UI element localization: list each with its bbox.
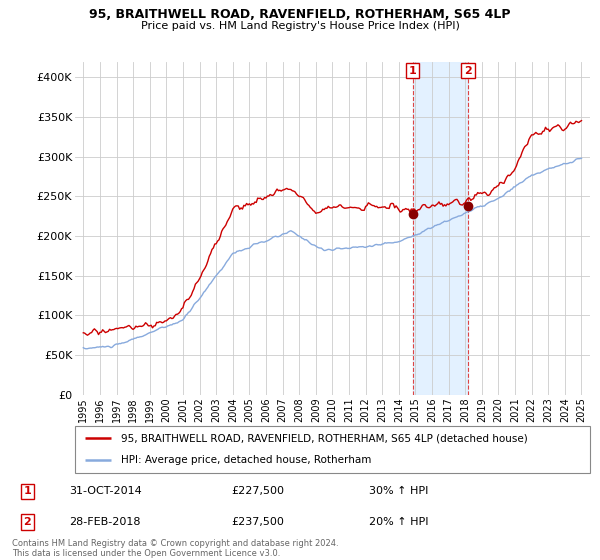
- Text: 30% ↑ HPI: 30% ↑ HPI: [369, 487, 428, 496]
- Text: 1: 1: [409, 66, 416, 76]
- Text: HPI: Average price, detached house, Rotherham: HPI: Average price, detached house, Roth…: [121, 455, 372, 465]
- Text: 95, BRAITHWELL ROAD, RAVENFIELD, ROTHERHAM, S65 4LP (detached house): 95, BRAITHWELL ROAD, RAVENFIELD, ROTHERH…: [121, 433, 528, 444]
- Text: 20% ↑ HPI: 20% ↑ HPI: [369, 517, 428, 527]
- Text: £227,500: £227,500: [231, 487, 284, 496]
- Text: 1: 1: [23, 487, 31, 496]
- Text: £237,500: £237,500: [231, 517, 284, 527]
- Text: 31-OCT-2014: 31-OCT-2014: [70, 487, 142, 496]
- Text: 2: 2: [23, 517, 31, 527]
- Text: 28-FEB-2018: 28-FEB-2018: [70, 517, 141, 527]
- Text: 2: 2: [464, 66, 472, 76]
- Text: 95, BRAITHWELL ROAD, RAVENFIELD, ROTHERHAM, S65 4LP: 95, BRAITHWELL ROAD, RAVENFIELD, ROTHERH…: [89, 8, 511, 21]
- Text: Contains HM Land Registry data © Crown copyright and database right 2024.
This d: Contains HM Land Registry data © Crown c…: [12, 539, 338, 558]
- Bar: [413, 62, 468, 395]
- Text: Price paid vs. HM Land Registry's House Price Index (HPI): Price paid vs. HM Land Registry's House …: [140, 21, 460, 31]
